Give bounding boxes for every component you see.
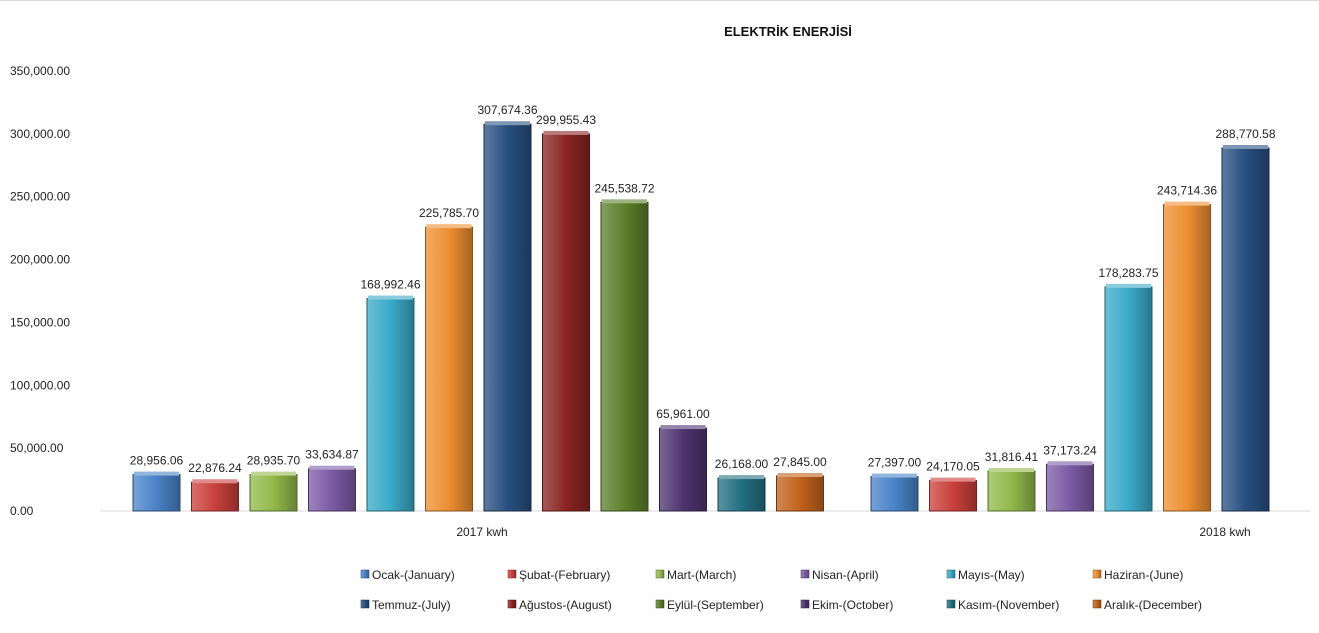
category-labels: 2017 kwh 2018 kwh xyxy=(456,525,1250,539)
data-label: 28,935.70 xyxy=(247,454,301,468)
legend-swatch xyxy=(360,569,370,579)
bar-top-cap xyxy=(1223,144,1268,149)
data-label: 27,397.00 xyxy=(868,456,922,470)
legend-swatch xyxy=(800,599,810,609)
bar xyxy=(1046,463,1094,512)
bar-top-cap xyxy=(485,121,530,126)
bar xyxy=(1163,204,1211,512)
x-category-label: 2018 kwh xyxy=(1199,525,1250,539)
legend-swatch xyxy=(507,599,517,609)
bar xyxy=(659,427,707,512)
bar xyxy=(191,481,239,512)
bar xyxy=(870,476,919,512)
y-tick-label: 150,000.00 xyxy=(10,315,70,329)
bar-top-cap xyxy=(368,295,413,300)
y-tick-label: 0.00 xyxy=(10,504,34,518)
bar-top-cap xyxy=(251,471,296,476)
bar xyxy=(717,477,766,512)
data-label: 225,785.70 xyxy=(419,206,479,220)
legend-swatch xyxy=(1092,599,1102,609)
data-label: 24,170.05 xyxy=(926,460,980,474)
top-divider xyxy=(0,0,1319,1)
data-label: 26,168.00 xyxy=(715,457,769,471)
bar-top-cap xyxy=(989,468,1034,473)
bar xyxy=(776,475,824,512)
bar-top-cap xyxy=(777,472,823,477)
data-label: 22,876.24 xyxy=(188,461,242,475)
bar-top-cap xyxy=(1047,461,1093,466)
legend-label: Mayıs-(May) xyxy=(958,568,1025,582)
data-labels: 28,956.06 22,876.24 28,935.70 33,634.87 168,… xyxy=(130,103,1276,475)
bars xyxy=(132,121,1270,512)
legend-swatch xyxy=(655,569,665,579)
data-label: 37,173.24 xyxy=(1043,443,1097,457)
legend-label: Ekim-(October) xyxy=(812,598,893,612)
y-tick-label: 250,000.00 xyxy=(10,190,70,204)
legend-label: Ocak-(January) xyxy=(372,568,455,582)
data-label: 31,816.41 xyxy=(985,450,1039,464)
legend-swatch xyxy=(655,599,665,609)
legend-label: Aralık-(December) xyxy=(1104,598,1202,612)
x-category-label: 2017 kwh xyxy=(456,525,507,539)
legend-label: Haziran-(June) xyxy=(1104,568,1183,582)
legend-swatch xyxy=(800,569,810,579)
legend-label: Eylül-(September) xyxy=(667,598,764,612)
bar-top-cap xyxy=(1164,201,1210,206)
bar xyxy=(929,480,977,512)
bar-top-cap xyxy=(192,479,238,484)
chart-title: ELEKTRİK ENERJİSİ xyxy=(724,24,852,39)
bar-top-cap xyxy=(602,199,647,204)
bar xyxy=(132,474,181,512)
data-label: 288,770.58 xyxy=(1215,127,1275,141)
bar xyxy=(308,468,356,512)
legend-swatch xyxy=(360,599,370,609)
y-tick-label: 350,000.00 xyxy=(10,64,70,78)
legend-label: Kasım-(November) xyxy=(958,598,1059,612)
y-axis: 0.00 50,000.00 100,000.00 150,000.00 200,000… xyxy=(10,64,70,518)
data-label: 27,845.00 xyxy=(773,455,827,469)
y-tick-label: 300,000.00 xyxy=(10,127,70,141)
legend-label: Şubat-(February) xyxy=(519,568,610,582)
legend-label: Nisan-(April) xyxy=(812,568,879,582)
bar xyxy=(542,133,590,512)
data-label: 299,955.43 xyxy=(536,113,596,127)
legend-label: Temmuz-(July) xyxy=(372,598,451,612)
bar-top-cap xyxy=(872,473,917,478)
bar-top-cap xyxy=(426,224,472,229)
bar xyxy=(483,123,532,512)
y-tick-label: 200,000.00 xyxy=(10,253,70,267)
bar-top-cap xyxy=(660,425,706,430)
bar xyxy=(366,298,415,512)
data-label: 168,992.46 xyxy=(360,278,420,292)
legend: Ocak-(January) Şubat-(February) Mart-(Marc… xyxy=(360,568,1202,612)
legend-swatch xyxy=(946,569,956,579)
bar xyxy=(987,470,1036,512)
bar xyxy=(249,474,298,512)
bar-top-cap xyxy=(543,130,589,135)
bar xyxy=(1104,286,1153,512)
data-label: 178,283.75 xyxy=(1098,266,1158,280)
legend-swatch xyxy=(1092,569,1102,579)
bar-top-cap xyxy=(309,465,355,470)
legend-swatch xyxy=(946,599,956,609)
legend-label: Ağustos-(August) xyxy=(519,598,612,612)
bar-top-cap xyxy=(1106,283,1151,288)
data-label: 307,674.36 xyxy=(477,103,537,117)
bar xyxy=(1221,147,1270,512)
legend-swatch xyxy=(507,569,517,579)
data-label: 28,956.06 xyxy=(130,454,184,468)
bar-top-cap xyxy=(719,475,764,480)
legend-label: Mart-(March) xyxy=(667,568,736,582)
bar-top-cap xyxy=(134,471,179,476)
data-label: 245,538.72 xyxy=(594,181,654,195)
data-label: 65,961.00 xyxy=(656,407,710,421)
bar xyxy=(600,201,649,512)
data-label: 33,634.87 xyxy=(305,448,359,462)
y-tick-label: 100,000.00 xyxy=(10,378,70,392)
bar-top-cap xyxy=(930,477,976,482)
bar xyxy=(425,226,473,512)
y-tick-label: 50,000.00 xyxy=(10,441,64,455)
data-label: 243,714.36 xyxy=(1157,184,1217,198)
